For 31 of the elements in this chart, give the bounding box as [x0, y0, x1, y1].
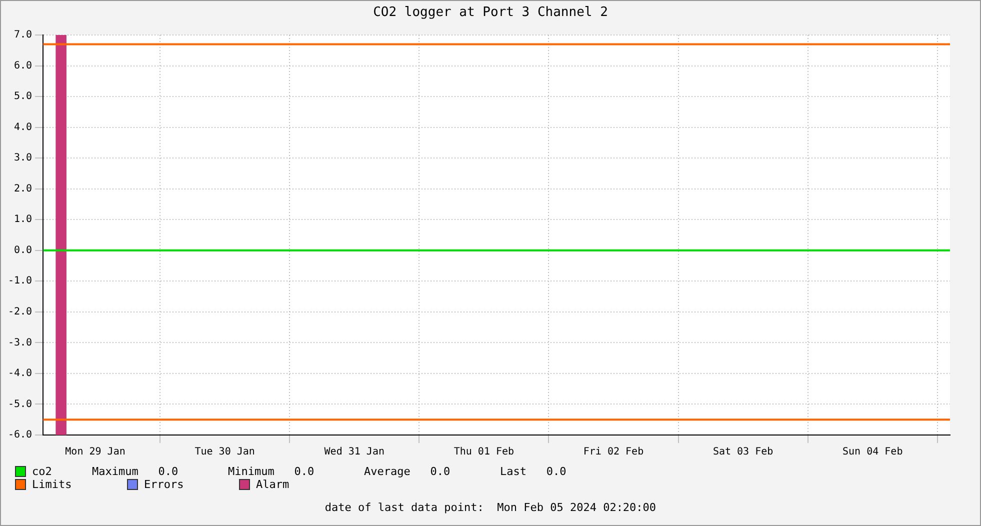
- y-tick-label: 1.0: [14, 214, 32, 226]
- y-tick-label: 6.0: [14, 60, 32, 72]
- text: Last 0.0: [500, 465, 568, 478]
- chart-title: CO2 logger at Port 3 Channel 2: [372, 4, 609, 22]
- text: Maximum 0.0: [92, 465, 180, 478]
- x-tick-label: Fri 02 Feb: [583, 446, 644, 458]
- y-tick-label: -6.0: [8, 430, 32, 441]
- y-tick-label: 3.0: [14, 152, 32, 164]
- x-tick-label: Sat 03 Feb: [712, 446, 774, 458]
- y-tick-label: -3.0: [8, 337, 32, 348]
- legend-label: Errors: [143, 478, 185, 491]
- y-tick-label: 4.0: [14, 122, 32, 133]
- y-tick-label: 5.0: [14, 91, 32, 102]
- x-tick-label: Sun 04 Feb: [842, 446, 903, 458]
- y-tick-label: -1.0: [8, 276, 32, 287]
- text: date of last data point: Mon Feb 05 2024 02:20:00: [324, 501, 658, 514]
- y-tick-label: 7.0: [14, 30, 32, 41]
- text: Minimum 0.0: [228, 465, 316, 478]
- legend-label: co2: [32, 465, 53, 478]
- legend-label: Alarm: [255, 478, 290, 491]
- x-tick-label: Tue 30 Jan: [194, 446, 255, 458]
- y-tick-label: 2.0: [14, 183, 32, 194]
- legend-label: Limits: [31, 478, 73, 491]
- x-tick-label: Mon 29 Jan: [65, 446, 126, 458]
- y-tick-label: 0.0: [14, 244, 32, 256]
- x-tick-label: Wed 31 Jan: [324, 446, 384, 458]
- y-tick-label: -2.0: [8, 306, 32, 318]
- y-tick-label: -4.0: [8, 368, 32, 380]
- x-tick-label: Thu 01 Feb: [454, 446, 514, 458]
- y-tick-label: -5.0: [8, 398, 32, 410]
- text: Average 0.0: [364, 465, 452, 478]
